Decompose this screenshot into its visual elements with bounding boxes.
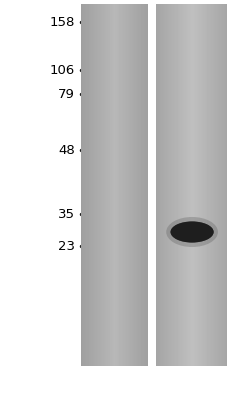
Text: 35: 35 — [58, 208, 75, 220]
Ellipse shape — [170, 222, 213, 242]
Text: 158: 158 — [50, 16, 75, 28]
Text: 106: 106 — [50, 64, 75, 76]
Text: 79: 79 — [58, 88, 75, 100]
Ellipse shape — [165, 217, 217, 247]
Text: 48: 48 — [58, 144, 75, 156]
Text: 23: 23 — [58, 240, 75, 252]
